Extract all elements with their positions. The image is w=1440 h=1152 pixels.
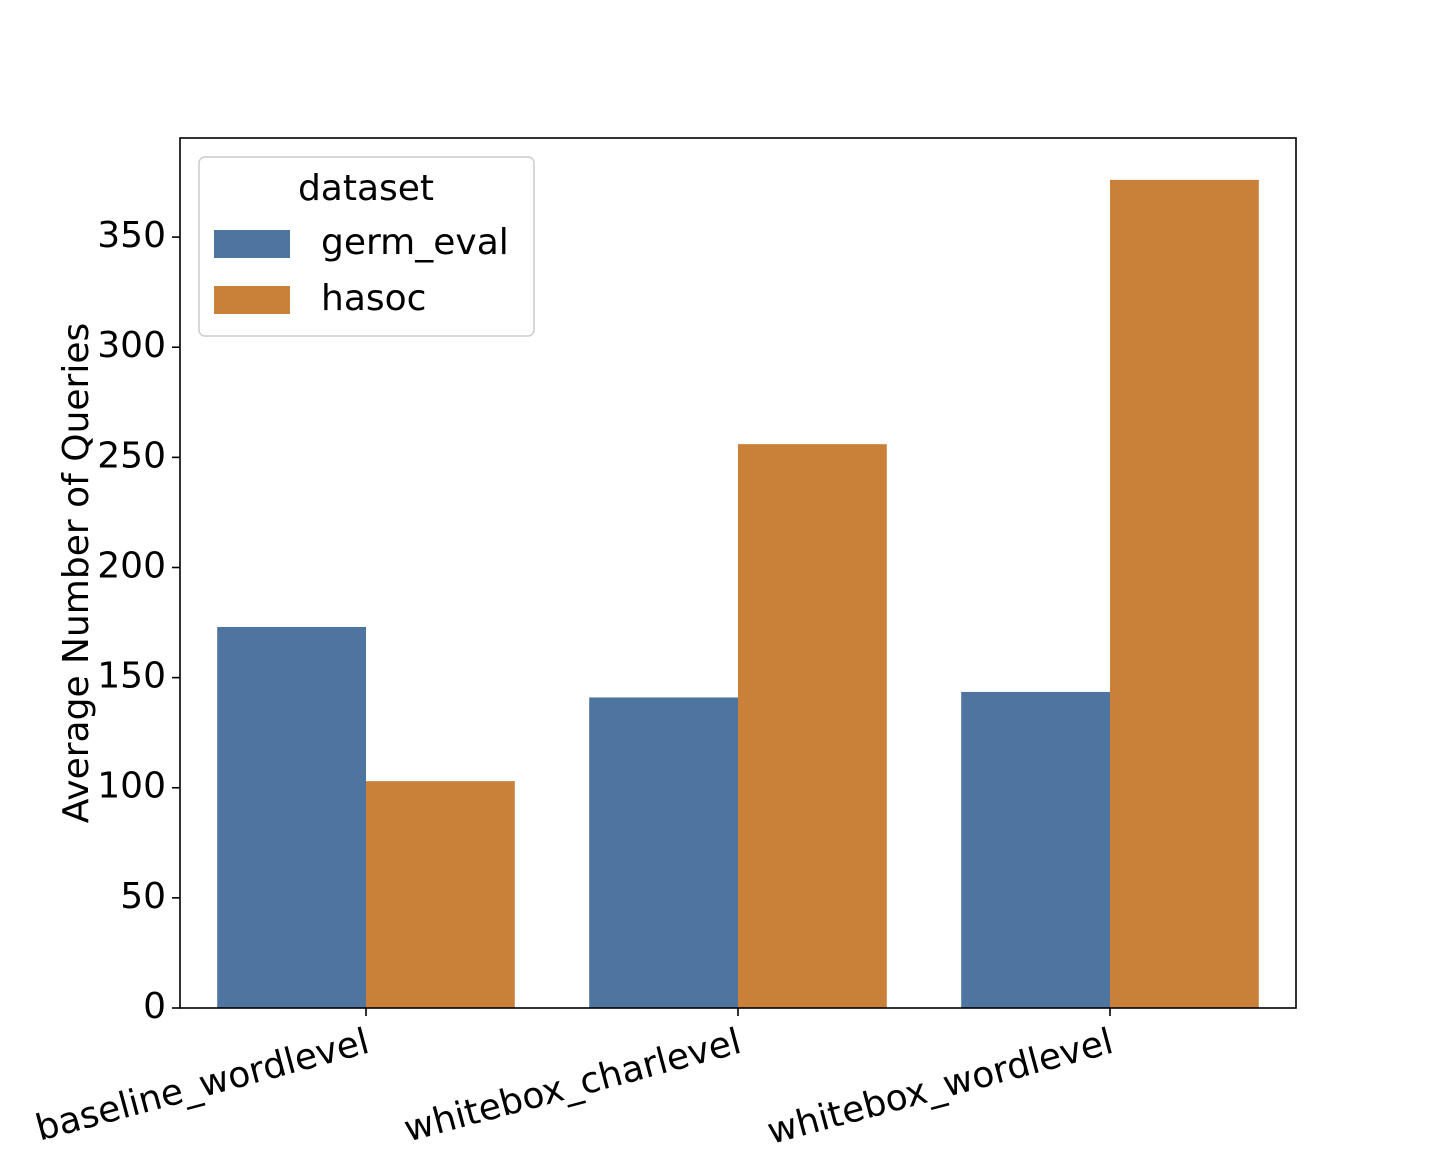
legend-label-hasoc: hasoc [321, 278, 426, 319]
bar-hasoc-whitebox_wordlevel [1110, 179, 1259, 1009]
y-tick-label: 0 [143, 986, 166, 1027]
y-tick-label: 350 [97, 215, 166, 256]
legend-label-germ_eval: germ_eval [321, 222, 509, 263]
bar-germ_eval-whitebox_wordlevel [961, 691, 1110, 1008]
x-axis: baseline_wordlevel whitebox_charlevel whit… [32, 1008, 1117, 1152]
y-tick-label: 50 [120, 876, 166, 917]
x-tick-label: whitebox_wordlevel [763, 1021, 1117, 1152]
legend-title: dataset [298, 168, 434, 209]
bar-germ_eval-baseline_wordlevel [217, 626, 366, 1008]
legend-swatch-hasoc [214, 286, 290, 314]
bar-hasoc-whitebox_charlevel [738, 444, 887, 1009]
plot-frame [179, 137, 1297, 1009]
y-tick-label: 100 [97, 766, 166, 807]
x-tick-label: whitebox_charlevel [400, 1021, 745, 1150]
y-tick-label: 150 [97, 656, 166, 697]
y-tick-label: 300 [97, 325, 166, 366]
bar-hasoc-baseline_wordlevel [366, 781, 515, 1008]
legend-swatch-germ_eval [214, 230, 290, 258]
bars-group [217, 179, 1259, 1009]
bar-germ_eval-whitebox_charlevel [589, 697, 738, 1008]
x-tick-label: baseline_wordlevel [32, 1021, 374, 1149]
y-tick-label: 200 [97, 545, 166, 586]
y-axis-label: Average Number of Queries [56, 323, 97, 823]
y-tick-label: 250 [97, 435, 166, 476]
y-axis: 0 50 100 150 200 250 300 350 [97, 215, 180, 1027]
